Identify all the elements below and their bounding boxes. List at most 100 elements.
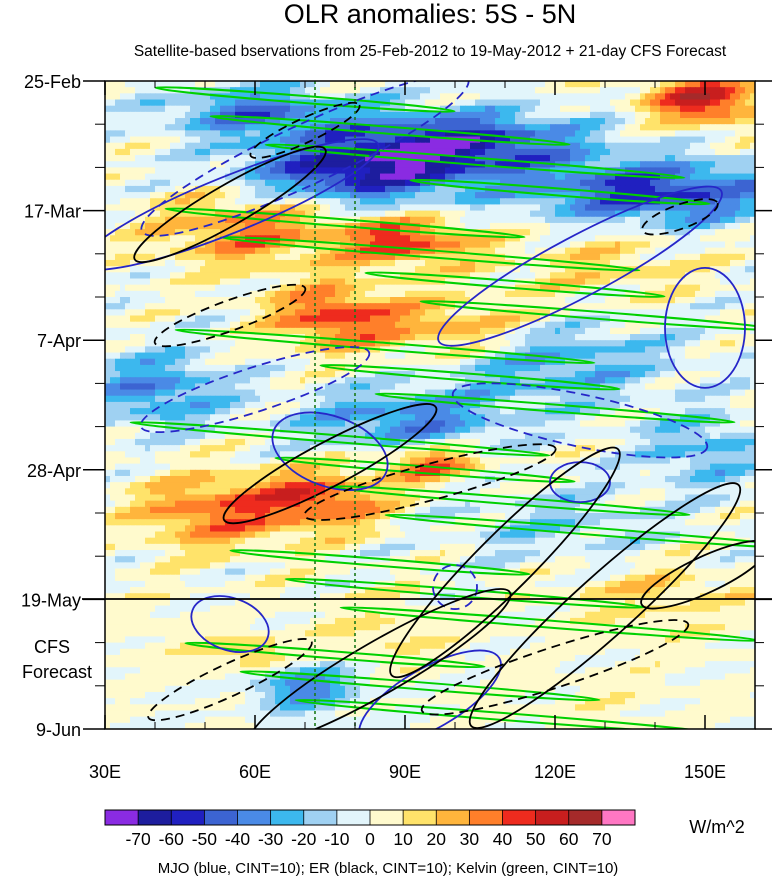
anomaly-cell [435, 309, 441, 317]
anomaly-cell [690, 130, 696, 138]
anomaly-cell [110, 278, 116, 286]
anomaly-cell [360, 198, 366, 206]
anomaly-cell [740, 167, 746, 175]
anomaly-cell [660, 148, 666, 156]
anomaly-cell [580, 81, 586, 88]
anomaly-cell [650, 235, 656, 243]
anomaly-cell [265, 222, 271, 230]
anomaly-cell [170, 155, 176, 162]
anomaly-cell [700, 93, 706, 101]
anomaly-cell [570, 87, 576, 94]
anomaly-cell [660, 81, 666, 88]
anomaly-cell [430, 284, 436, 292]
anomaly-cell [695, 136, 701, 144]
anomaly-cell [195, 111, 201, 119]
anomaly-cell [690, 253, 696, 261]
anomaly-cell [455, 130, 461, 138]
anomaly-cell [280, 259, 286, 267]
anomaly-cell [160, 99, 166, 107]
anomaly-cell [210, 81, 216, 88]
anomaly-cell [485, 266, 491, 273]
anomaly-cell [580, 161, 586, 168]
anomaly-cell [115, 105, 121, 113]
anomaly-cell [265, 297, 271, 304]
anomaly-cell [235, 303, 241, 310]
anomaly-cell [565, 99, 571, 107]
anomaly-cell [660, 222, 666, 230]
anomaly-cell [305, 309, 311, 317]
anomaly-cell [295, 148, 301, 156]
anomaly-cell [710, 105, 716, 113]
anomaly-cell [360, 297, 366, 304]
anomaly-cell [400, 111, 406, 119]
anomaly-cell [260, 198, 266, 206]
anomaly-cell [475, 167, 481, 175]
anomaly-cell [550, 105, 556, 113]
anomaly-cell [640, 297, 646, 304]
anomaly-cell [460, 148, 466, 156]
anomaly-cell [535, 130, 541, 138]
anomaly-cell [370, 247, 376, 255]
anomaly-cell [455, 99, 461, 107]
anomaly-cell [465, 87, 471, 94]
anomaly-cell [195, 136, 201, 144]
anomaly-cell [335, 99, 341, 107]
anomaly-cell [165, 173, 171, 181]
anomaly-cell [665, 93, 671, 101]
anomaly-cell [170, 167, 176, 175]
anomaly-cell [680, 309, 686, 317]
anomaly-cell [520, 155, 526, 162]
anomaly-cell [665, 130, 671, 138]
anomaly-cell [325, 278, 331, 286]
anomaly-cell [595, 198, 601, 206]
anomaly-cell [750, 241, 755, 249]
anomaly-cell [445, 216, 451, 224]
anomaly-cell [305, 229, 311, 236]
anomaly-cell [590, 81, 596, 88]
anomaly-cell [145, 118, 151, 125]
anomaly-cell [220, 290, 226, 298]
anomaly-cell [705, 148, 711, 156]
anomaly-cell [115, 93, 121, 101]
anomaly-cell [575, 235, 581, 243]
anomaly-cell [480, 124, 486, 131]
anomaly-cell [500, 247, 506, 255]
anomaly-cell [220, 259, 226, 267]
anomaly-cell [505, 148, 511, 156]
anomaly-cell [670, 192, 676, 199]
anomaly-cell [150, 198, 156, 206]
anomaly-cell [230, 247, 236, 255]
anomaly-cell [185, 216, 191, 224]
anomaly-cell [470, 272, 476, 280]
anomaly-cell [540, 93, 546, 101]
anomaly-cell [130, 303, 136, 310]
anomaly-cell [155, 155, 161, 162]
anomaly-cell [220, 105, 226, 113]
anomaly-cell [730, 179, 736, 187]
anomaly-cell [655, 241, 661, 249]
anomaly-cell [510, 241, 516, 249]
anomaly-cell [290, 247, 296, 255]
anomaly-cell [350, 235, 356, 243]
anomaly-cell [380, 204, 386, 212]
anomaly-cell [460, 179, 466, 187]
anomaly-cell [500, 278, 506, 286]
anomaly-cell [325, 93, 331, 101]
anomaly-cell [455, 259, 461, 267]
anomaly-cell [530, 81, 536, 88]
anomaly-cell [135, 93, 141, 101]
anomaly-cell [675, 118, 681, 125]
anomaly-cell [505, 266, 511, 273]
anomaly-cell [745, 229, 751, 236]
anomaly-cell [705, 204, 711, 212]
anomaly-cell [735, 155, 741, 162]
anomaly-cell [245, 315, 251, 323]
anomaly-cell [175, 155, 181, 162]
anomaly-cell [395, 216, 401, 224]
anomaly-cell [250, 142, 256, 150]
anomaly-cell [430, 198, 436, 206]
anomaly-cell [690, 105, 696, 113]
anomaly-cell [200, 266, 206, 273]
anomaly-cell [415, 81, 421, 88]
anomaly-cell [655, 259, 661, 267]
